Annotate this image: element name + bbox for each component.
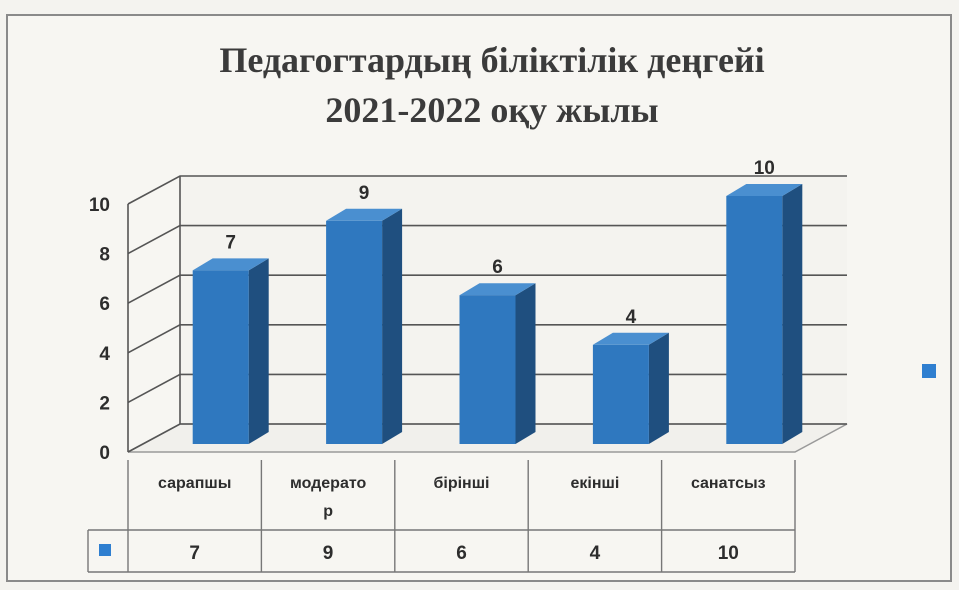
y-tick-label: 4 xyxy=(99,344,110,365)
category-label: екінші xyxy=(571,475,620,492)
bar xyxy=(326,208,403,444)
category-label: модерато xyxy=(290,475,367,492)
table-value: 7 xyxy=(189,543,200,564)
y-tick-label: 10 xyxy=(89,195,110,216)
bar-front xyxy=(592,344,649,444)
bar xyxy=(459,283,536,444)
chart-title-line: Педагогтардың біліктілік деңгейі xyxy=(219,40,764,80)
bar-top xyxy=(326,208,403,221)
data-label: 7 xyxy=(225,232,236,253)
bar-front xyxy=(459,295,516,444)
category-label: сарапшы xyxy=(158,475,231,492)
bar xyxy=(192,258,269,444)
y-tick-label: 0 xyxy=(99,443,110,464)
category-label: бірінші xyxy=(434,475,490,492)
y-tick-label: 6 xyxy=(99,294,110,315)
bar-front xyxy=(726,196,783,444)
table-bg xyxy=(88,460,795,572)
bar-front xyxy=(192,270,249,444)
table-value: 6 xyxy=(456,543,467,564)
bar-top xyxy=(592,332,669,345)
table-value: 9 xyxy=(323,543,334,564)
plot-area: 0 2 4 6 8 10 7 9 6 4 10 xyxy=(89,158,848,464)
y-tick-label: 2 xyxy=(99,393,110,414)
legend-marker xyxy=(922,364,936,378)
bar-side xyxy=(782,184,803,444)
legend xyxy=(922,364,936,378)
bar-top xyxy=(459,283,536,296)
bar xyxy=(726,184,803,444)
category-label: р xyxy=(323,503,333,520)
category-label: санатсыз xyxy=(691,475,766,492)
data-table: сарапшы 7 модерато р 9 бірінші 6 екінші 4 санатсы… xyxy=(87,460,796,573)
table-value: 10 xyxy=(718,543,739,564)
bar-side xyxy=(248,258,269,444)
y-tick-label: 8 xyxy=(99,245,110,266)
data-label: 6 xyxy=(492,257,503,278)
bar-front xyxy=(326,220,383,444)
bar-top xyxy=(726,184,803,196)
bar-side xyxy=(648,332,669,444)
data-label: 10 xyxy=(754,158,775,179)
chart-title: Педагогтардың біліктілік деңгейі 2021-20… xyxy=(219,40,764,130)
bar xyxy=(592,332,669,444)
table-value: 4 xyxy=(590,543,601,564)
data-label: 9 xyxy=(359,183,370,204)
chart-title-line: 2021-2022 оқу жылы xyxy=(325,90,658,130)
bar-side xyxy=(382,208,403,444)
bar-top xyxy=(192,258,269,271)
data-label: 4 xyxy=(626,307,637,328)
table-legend-key xyxy=(99,544,111,556)
bar-side xyxy=(515,283,536,444)
